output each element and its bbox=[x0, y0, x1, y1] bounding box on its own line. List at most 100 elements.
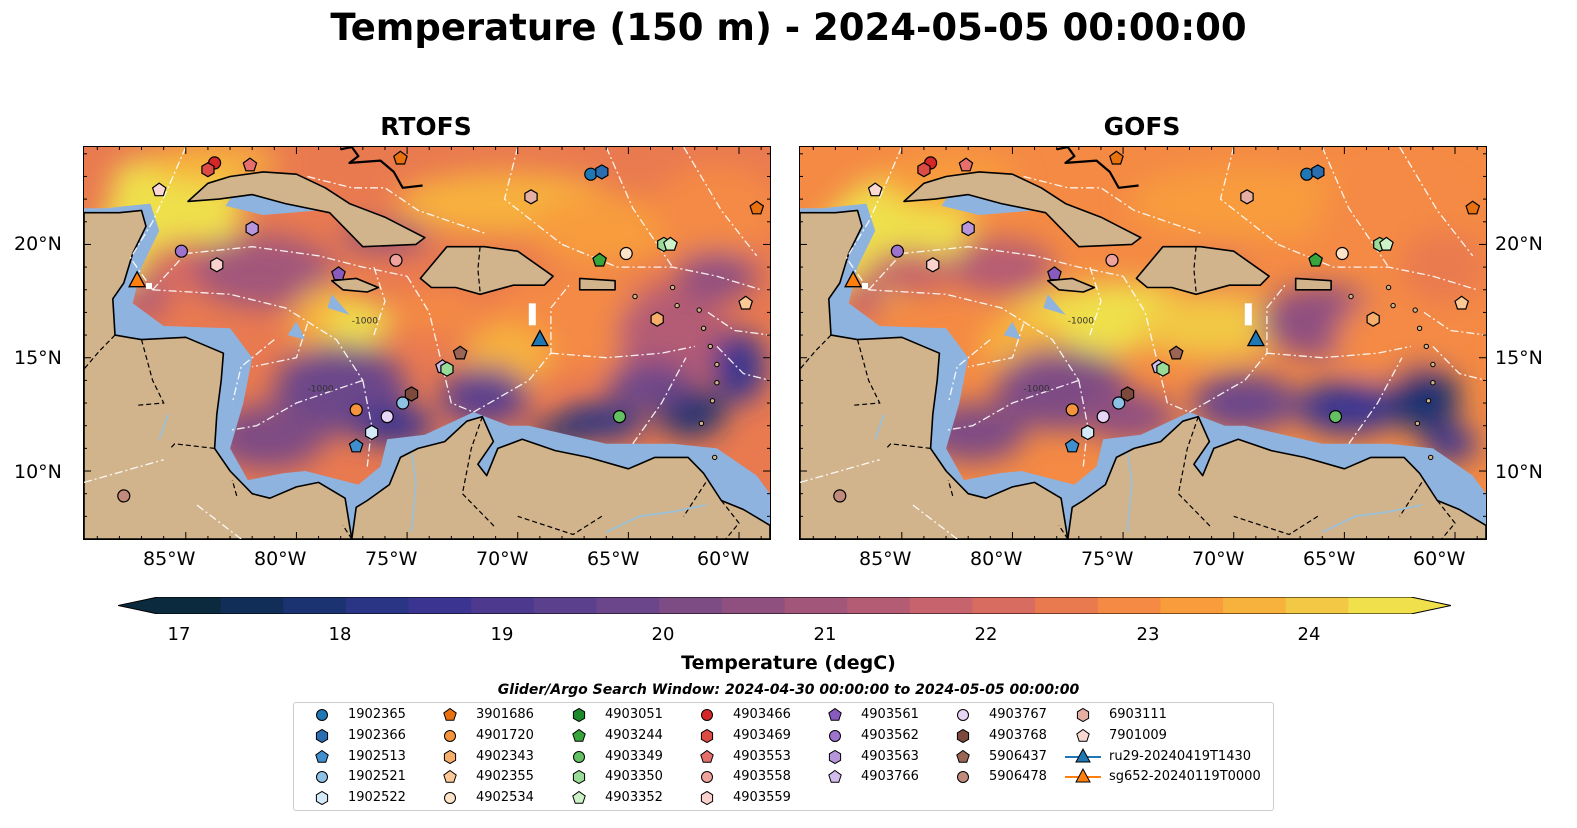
land bbox=[800, 147, 1486, 539]
argo-float-marker bbox=[1465, 200, 1481, 215]
legend-hexagon bbox=[1076, 707, 1090, 723]
colorbar-segment bbox=[408, 597, 472, 614]
argo-float-marker bbox=[1047, 266, 1062, 281]
argo-float-marker bbox=[1120, 386, 1135, 402]
eez-boundary bbox=[231, 339, 275, 404]
argo-float-marker bbox=[389, 253, 403, 267]
island-lesser-antilles bbox=[1348, 293, 1354, 300]
hexagon-marker-icon bbox=[828, 749, 842, 764]
colorbar-tick-label: 19 bbox=[490, 624, 514, 645]
legend-item-label: 4903767 bbox=[989, 707, 1047, 722]
island-lesser-antilles bbox=[1430, 380, 1436, 386]
island-lesser-antilles bbox=[632, 293, 638, 300]
pentagon-marker-icon bbox=[828, 707, 842, 721]
island-lesser-antilles bbox=[1430, 361, 1436, 368]
circle-marker-icon bbox=[444, 729, 456, 742]
eez-boundary bbox=[307, 175, 485, 234]
island-hispaniola bbox=[1135, 245, 1270, 296]
colorbar-tick-label: 18 bbox=[328, 624, 352, 645]
island-cuba bbox=[187, 171, 426, 248]
eez-boundary bbox=[1423, 311, 1486, 336]
legend-item-label: 1902366 bbox=[348, 727, 406, 743]
legend-item-label: 4901720 bbox=[476, 727, 534, 743]
figure-title: Temperature (150 m) - 2024-05-05 00:00:0… bbox=[330, 6, 1247, 49]
eez-boundary bbox=[868, 289, 1080, 381]
legend-item-label: 4903559 bbox=[733, 790, 791, 806]
colorbar-segment bbox=[158, 597, 222, 614]
colorbar-segment bbox=[659, 597, 723, 614]
colorbar-segment bbox=[721, 597, 786, 614]
argo-float-marker bbox=[917, 162, 931, 178]
legend: 1902365 1902366 1902513 1902521 1902522 39016… bbox=[293, 702, 1274, 811]
argo-float-marker bbox=[867, 182, 883, 197]
legend-item-label: ru29-20240419T1430 bbox=[1109, 748, 1252, 764]
legend-item-label: 1902365 bbox=[348, 707, 406, 722]
legend-hexagon bbox=[315, 791, 329, 806]
legend-item-label: 4903349 bbox=[605, 748, 663, 764]
argo-float-marker bbox=[749, 200, 765, 215]
legend-item-label: 1902513 bbox=[348, 748, 406, 764]
no-data-patch bbox=[862, 283, 868, 289]
legend-hexagon bbox=[828, 749, 842, 764]
map-panel-gofs[interactable]: -1000 -1000 bbox=[799, 146, 1487, 540]
legend-item-label: sg652-20240119T0000 bbox=[1109, 769, 1261, 785]
circle-marker-icon bbox=[957, 771, 969, 784]
legend-circle bbox=[957, 709, 969, 721]
pentagon-marker-icon bbox=[956, 749, 970, 763]
argo-float-marker bbox=[1168, 345, 1184, 360]
river bbox=[1126, 452, 1133, 533]
colorbar-extend-high bbox=[1411, 597, 1451, 614]
island-lesser-antilles bbox=[1385, 284, 1392, 291]
island-lesser-antilles bbox=[674, 302, 680, 309]
legend-triangle bbox=[1075, 747, 1091, 763]
argo-float-marker bbox=[245, 220, 259, 237]
legend-item-label: 4903244 bbox=[605, 727, 663, 743]
argo-float-marker bbox=[365, 424, 379, 441]
lat-tick-label-right: 15°N bbox=[1495, 347, 1543, 369]
no-data-patch bbox=[528, 303, 536, 326]
colorbar-segment bbox=[1285, 597, 1349, 614]
bahamas-banks bbox=[340, 147, 423, 189]
eez-boundary bbox=[503, 147, 563, 245]
country-border bbox=[137, 339, 165, 406]
colorbar-segment bbox=[596, 597, 660, 614]
legend-item-label: 1902521 bbox=[348, 769, 406, 785]
argo-float-marker bbox=[1064, 438, 1080, 453]
argo-float-marker bbox=[619, 246, 633, 261]
shallow-shelf bbox=[327, 294, 350, 315]
island-lesser-antilles bbox=[712, 454, 718, 461]
lon-tick-label: 65°W bbox=[587, 548, 640, 570]
hexagon-marker-icon bbox=[572, 770, 586, 785]
legend-item-label: 4902355 bbox=[476, 769, 534, 785]
lon-tick-label: 60°W bbox=[1413, 548, 1466, 570]
bahamas-banks bbox=[1056, 147, 1139, 189]
lat-tick-label-left: 15°N bbox=[14, 347, 62, 369]
pentagon-marker-icon bbox=[1076, 728, 1090, 742]
legend-item-label: 4903553 bbox=[733, 748, 791, 764]
legend-circle bbox=[701, 771, 713, 784]
circle-marker-icon bbox=[957, 709, 969, 721]
legend-hexagon bbox=[956, 728, 970, 743]
argo-float-marker bbox=[440, 361, 454, 377]
eez-boundary bbox=[683, 147, 758, 257]
island-cuba bbox=[903, 171, 1142, 248]
legend-pentagon bbox=[828, 707, 842, 721]
eez-boundary bbox=[1023, 175, 1201, 234]
temperature-anomaly bbox=[1129, 167, 1360, 240]
eez-boundary bbox=[1399, 147, 1474, 257]
temperature-anomaly bbox=[1399, 230, 1486, 304]
map-panel-rtofs[interactable]: -1000 -1000 bbox=[83, 146, 771, 540]
continent bbox=[800, 209, 1069, 539]
panel-title-rtofs: RTOFS bbox=[380, 112, 472, 141]
country-border bbox=[1177, 416, 1213, 529]
lon-tick-label: 65°W bbox=[1303, 548, 1356, 570]
legend-item-label: 3901686 bbox=[476, 707, 534, 722]
hexagon-marker-icon bbox=[700, 791, 714, 806]
island-jamaica bbox=[1047, 277, 1096, 293]
legend-item-label: 4903051 bbox=[605, 707, 663, 722]
argo-float-marker bbox=[1308, 252, 1324, 267]
colorbar-label: Temperature (degC) bbox=[681, 652, 896, 674]
shallow-shelf bbox=[1043, 294, 1066, 315]
island-lesser-antilles bbox=[669, 284, 676, 291]
legend-circle bbox=[829, 729, 841, 742]
